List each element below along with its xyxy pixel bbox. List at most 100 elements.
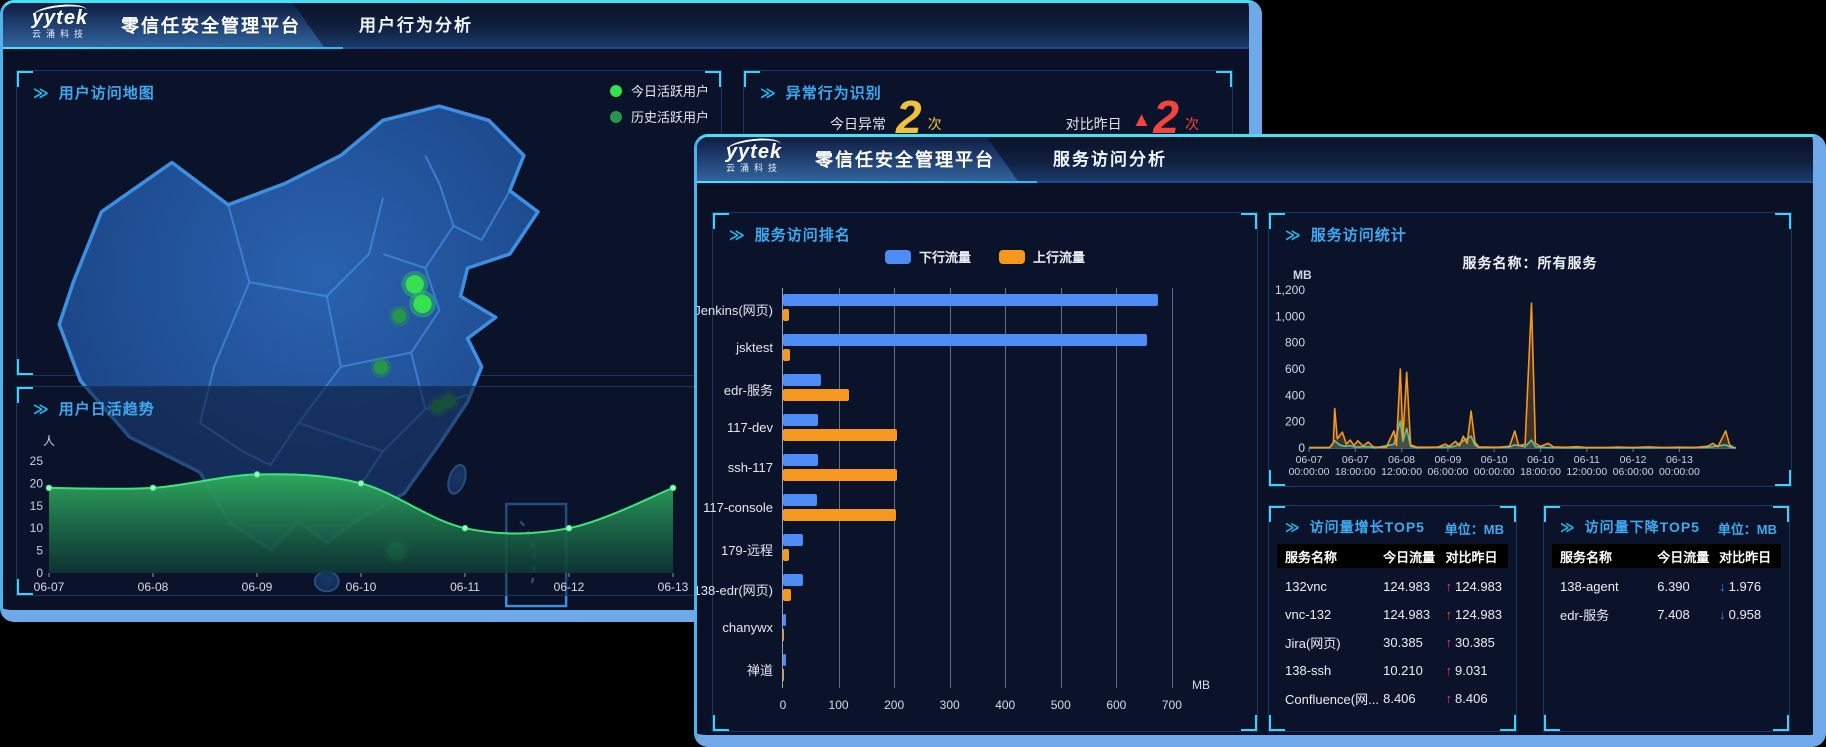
downlink-bar <box>783 574 803 586</box>
bar-row: 138-edr(网页) <box>697 568 1182 608</box>
up-arrow-icon: ▲ <box>1131 109 1152 131</box>
x-tick-label: 06-07 18:00:00 <box>1335 454 1376 478</box>
map-legend: 今日活跃用户 历史活跃用户 <box>609 81 709 133</box>
legend-dot-icon <box>609 84 622 97</box>
column-header: 今日流量 <box>1383 549 1436 565</box>
table-row: edr-服务 7.408 ↓ 0.958 <box>1552 600 1781 628</box>
brand-logo: yytek 云涌科技 <box>719 137 789 174</box>
app-header: yytek 云涌科技 零信任安全管理平台 用户行为分析 <box>3 3 1249 49</box>
uplink-bar <box>783 309 789 321</box>
cell-service-name: Jira(网页) <box>1285 635 1341 651</box>
x-tick-label: 0 <box>779 698 787 712</box>
legend-label: 下行流量 <box>918 250 971 265</box>
up-arrow-icon: ↑ <box>1445 606 1453 622</box>
stat-label: 对比昨日 <box>1065 116 1122 132</box>
legend-item-today: 今日活跃用户 <box>609 81 709 100</box>
stat-suffix: 次 <box>927 116 942 132</box>
x-tick-label: 06-10 00:00:00 <box>1474 454 1515 478</box>
double-chevron-icon: ≫ <box>1285 519 1301 535</box>
service-name-subtitle: 服务名称：所有服务 <box>1462 255 1598 271</box>
bar-row: edr-服务 <box>724 368 1182 408</box>
delta-value: 30.385 <box>1455 634 1495 650</box>
x-tick-label: 700 <box>1161 698 1182 712</box>
bar-row: jsktest <box>736 328 1182 368</box>
cell-service-name: 138-agent <box>1560 578 1619 594</box>
data-point <box>565 524 573 532</box>
x-tick-label: 06-09 06:00:00 <box>1427 454 1468 478</box>
cell-service-name: 132vnc <box>1285 578 1327 594</box>
category-label: chanywx <box>722 620 773 635</box>
series-area <box>1309 421 1736 448</box>
table-body: 132vnc 124.983 ↑ 124.983 vnc-132 124.983 ↑ 124.… <box>1277 572 1508 712</box>
category-label: edr-服务 <box>723 383 773 398</box>
up-arrow-icon: ↑ <box>1445 662 1453 678</box>
x-tick-label: 400 <box>995 698 1016 712</box>
x-tick-label: 200 <box>884 698 905 712</box>
category-label: 117-console <box>703 500 773 515</box>
x-tick-label: 06-11 <box>450 580 480 594</box>
brand-name: yytek <box>725 141 783 163</box>
downlink-bar <box>783 654 787 666</box>
x-tick-label: 06-09 <box>242 580 273 594</box>
double-chevron-icon: ≫ <box>1560 519 1576 535</box>
bar-row: chanywx <box>722 608 1182 648</box>
data-point <box>253 471 261 478</box>
table-row: 132vnc 124.983 ↑ 124.983 <box>1277 572 1508 600</box>
legend-swatch <box>999 249 1025 264</box>
y-tick-label: 10 <box>30 521 44 535</box>
data-point <box>45 484 53 492</box>
x-tick-label: 06-07 00:00:00 <box>1289 454 1330 478</box>
platform-title: 零信任安全管理平台 <box>815 150 995 170</box>
gridline <box>1171 288 1173 688</box>
cell-today-traffic: 6.390 <box>1657 578 1690 594</box>
uplink-bar <box>783 429 898 441</box>
y-axis-unit: MB <box>1293 268 1312 282</box>
category-label: 179-远程 <box>720 543 773 558</box>
x-tick-label: 06-11 12:00:00 <box>1566 454 1607 478</box>
platform-title: 零信任安全管理平台 <box>121 16 301 36</box>
bar-chart-legend: 下行流量 上行流量 <box>713 247 1257 266</box>
gridline <box>838 288 840 688</box>
daily-active-area-chart: 人 0 5 10 15 20 25 06-07 06-08 06-09 06-10 06-11 06-1… <box>30 434 689 594</box>
panel-daily-active-trend: ≫ 用户日活趋势 人 0 5 10 15 20 25 06-07 06-08 06-09 06-10 0… <box>16 386 716 596</box>
y-tick-label: 200 <box>1285 415 1305 429</box>
gridline <box>1116 288 1118 688</box>
series-area <box>1309 303 1734 448</box>
double-chevron-icon: ≫ <box>1285 227 1302 244</box>
window-service-access: yytek 云涌科技 零信任安全管理平台 服务访问分析 ≫ 服务访问排名 下行流量… <box>694 134 1826 747</box>
stat-value: 2 <box>1153 91 1179 143</box>
data-point <box>357 480 365 487</box>
double-chevron-icon: ≫ <box>33 401 50 418</box>
y-tick-label: 5 <box>36 544 43 558</box>
legend-item[interactable]: 上行流量 <box>999 247 1085 266</box>
tab-user-behavior[interactable]: 用户行为分析 <box>359 16 473 35</box>
bar-row: 179-远程 <box>721 528 1182 568</box>
x-tick-label: 06-12 06:00:00 <box>1613 454 1654 478</box>
delta-value: 124.983 <box>1455 606 1503 622</box>
table-body: 138-agent 6.390 ↓ 1.976 edr-服务 7.408 ↓ 0.958 <box>1552 572 1781 628</box>
anomaly-stats: 今日异常 2 次对比昨日 ▲ 2 次 <box>830 91 1199 143</box>
category-label: 117-dev <box>726 420 773 435</box>
y-tick-label: 20 <box>30 476 44 490</box>
x-tick-label: 06-10 18:00:00 <box>1520 454 1561 478</box>
column-header: 服务名称 <box>1285 549 1338 565</box>
cell-service-name: edr-服务 <box>1560 607 1610 623</box>
brand-subtitle: 云涌科技 <box>31 29 88 39</box>
table-row: Confluence(网... 8.406 ↑ 8.406 <box>1277 684 1508 712</box>
unit-label: 单位：MB <box>1444 522 1504 537</box>
category-label: ssh-117 <box>727 460 773 475</box>
panel-title: ≫ 服务访问排名 <box>729 227 851 244</box>
delta-value: 0.958 <box>1728 606 1762 622</box>
delta-value: 1.976 <box>1728 578 1762 594</box>
legend-item[interactable]: 下行流量 <box>884 247 971 266</box>
cell-today-traffic: 7.408 <box>1657 606 1690 622</box>
up-arrow-icon: ↑ <box>1445 690 1453 706</box>
table-row: 138-ssh 10.210 ↑ 9.031 <box>1277 656 1508 684</box>
uplink-bar <box>783 389 849 401</box>
bar-row: Jenkins(网页) <box>697 288 1182 328</box>
down-arrow-icon: ↓ <box>1719 578 1726 594</box>
delta-value: 9.031 <box>1455 662 1488 678</box>
tab-service-access[interactable]: 服务访问分析 <box>1053 150 1167 169</box>
table-row: 138-agent 6.390 ↓ 1.976 <box>1552 572 1781 600</box>
y-tick-label: 15 <box>30 499 44 513</box>
